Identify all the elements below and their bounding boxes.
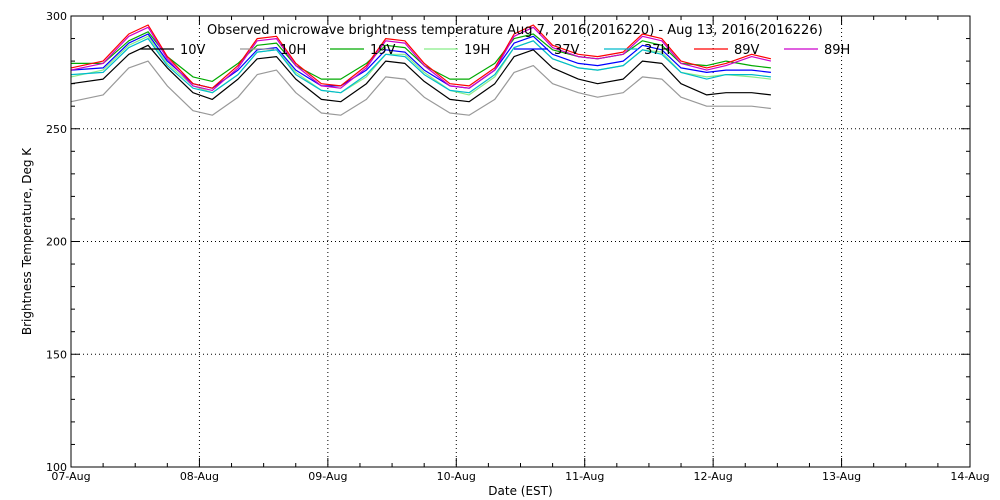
x-tick-label: 08-Aug (180, 470, 219, 483)
y-tick-label: 100 (46, 461, 67, 474)
legend-label-19h: 19H (464, 43, 490, 58)
x-tick-label: 11-Aug (565, 470, 604, 483)
y-tick-label: 150 (46, 348, 67, 361)
chart-title: Observed microwave brightness temperatur… (207, 23, 823, 38)
x-tick-label: 13-Aug (822, 470, 861, 483)
y-tick-label: 200 (46, 236, 67, 249)
x-axis-title: Date (EST) (488, 484, 552, 498)
y-tick-label: 250 (46, 123, 67, 136)
legend-label-10v: 10V (180, 43, 206, 58)
legend-label-89h: 89H (824, 43, 850, 58)
series-line-19h (70, 35, 771, 96)
series-line-89v (70, 24, 772, 89)
legend-label-37v: 37V (554, 43, 580, 58)
x-tick-label: 12-Aug (694, 470, 733, 483)
legend-label-19v: 19V (370, 43, 396, 58)
y-tick-label: 300 (46, 10, 67, 23)
series-line-10h (70, 60, 771, 116)
series-line-37h (70, 37, 771, 94)
y-axis-title: Brightness Temperature, Deg K (20, 147, 34, 335)
legend-label-89v: 89V (734, 43, 760, 58)
series-line-89h (70, 26, 772, 92)
x-tick-label: 09-Aug (308, 470, 347, 483)
x-tick-label: 07-Aug (51, 470, 90, 483)
series-line-10v (70, 44, 771, 103)
x-tick-label: 14-Aug (950, 470, 989, 483)
x-tick-label: 10-Aug (437, 470, 476, 483)
legend-label-37h: 37H (644, 43, 670, 58)
legend-label-10h: 10H (280, 43, 306, 58)
